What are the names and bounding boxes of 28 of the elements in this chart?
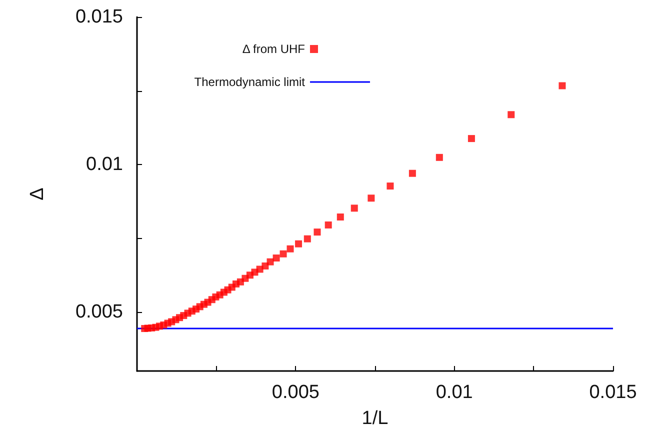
- y-tick-label: 0.01: [86, 154, 123, 175]
- point: [468, 135, 475, 142]
- point: [436, 154, 443, 161]
- x-axis-title: 1/L: [362, 408, 388, 429]
- point: [408, 170, 416, 177]
- point: [558, 82, 566, 90]
- point: [324, 221, 332, 228]
- point: [280, 250, 287, 258]
- point: [304, 235, 311, 242]
- y-tick-label: 0.015: [75, 6, 123, 28]
- point: [368, 194, 375, 202]
- point: [286, 245, 294, 252]
- point: [508, 111, 515, 118]
- point: [350, 204, 358, 212]
- y-axis-title: Δ: [27, 187, 48, 200]
- point: [314, 228, 321, 236]
- x-tick-label: 0.015: [589, 382, 637, 403]
- point: [386, 182, 394, 190]
- x-tick-label: 0.01: [436, 382, 473, 403]
- point: [272, 254, 280, 262]
- point: [266, 258, 274, 266]
- legend-label: Δ from UHF: [242, 42, 305, 56]
- legend-label: Thermodynamic limit: [194, 75, 306, 89]
- y-tick-label: 0.005: [75, 302, 123, 322]
- x-tick-label: 0.005: [272, 382, 320, 403]
- point: [295, 240, 302, 248]
- point: [141, 325, 148, 332]
- point: [336, 214, 344, 221]
